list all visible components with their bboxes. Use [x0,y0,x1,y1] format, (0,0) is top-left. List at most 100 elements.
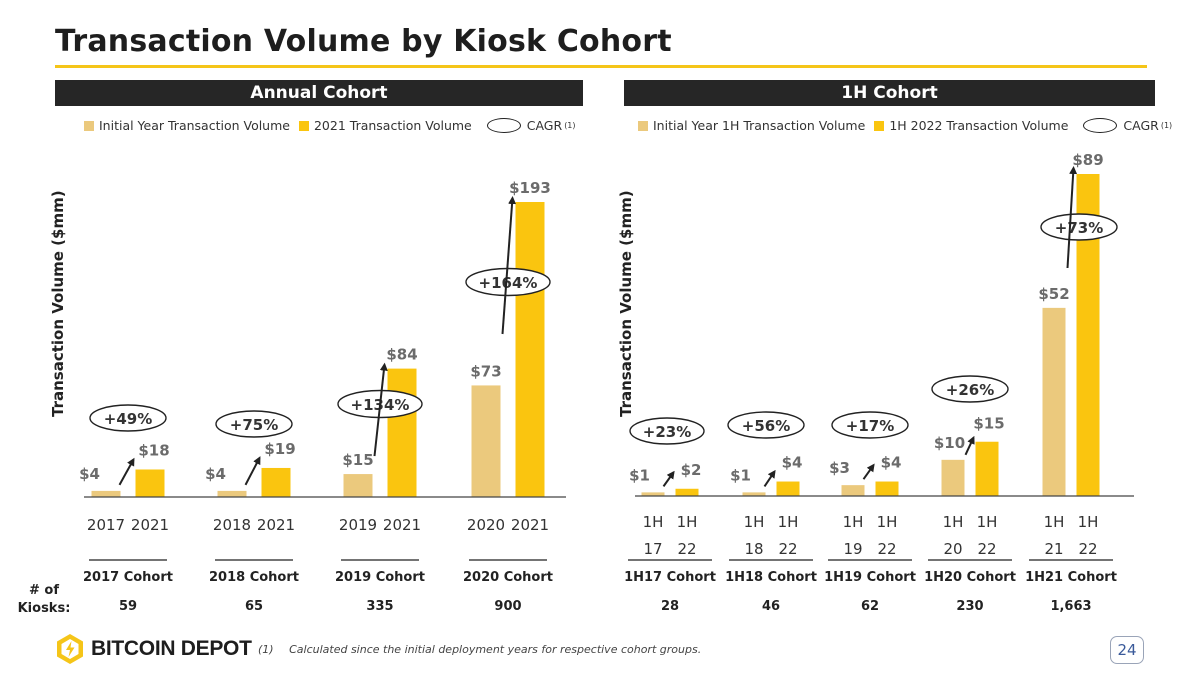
cagr-label: +17% [846,417,894,435]
value-label-initial: $52 [1038,285,1069,303]
x-axis-tick-label: 2021 [257,516,295,534]
title-underline [55,65,1147,68]
bar-current [1076,174,1100,496]
cagr-label: +49% [104,410,152,428]
x-axis-tick-label: 1H [977,513,998,531]
legend-cagr: CAGR (1) [486,118,576,133]
x-axis-tick-label: 2018 [213,516,251,534]
legend-label-initial: Initial Year 1H Transaction Volume [653,118,866,133]
value-label-current: $84 [386,346,417,364]
kiosk-count: 65 [245,599,263,614]
growth-arrow [118,457,135,486]
kiosk-count: 230 [956,599,983,614]
growth-arrow [1066,166,1078,269]
kiosks-label: # of Kiosks: [14,582,74,618]
value-label-initial: $1 [730,466,751,484]
cohort-name: 2017 Cohort [83,570,173,585]
legend-2021: 2021 Transaction Volume [298,118,472,133]
value-label-current: $18 [138,441,169,459]
bar-current [975,441,999,496]
x-axis-tick-label: 1H [643,513,664,531]
growth-arrow [964,435,975,456]
cagr-oval [215,410,293,438]
cagr-oval [831,411,909,439]
cagr-label: +26% [946,381,994,399]
cagr-label: +56% [742,417,790,435]
x-axis-tick-label: 1H [877,513,898,531]
x-axis-tick-label: 1H [943,513,964,531]
cagr-oval [629,417,705,445]
x-axis-tick-label: 1H [1078,513,1099,531]
value-label-current: $15 [973,415,1004,433]
kiosk-count: 46 [762,599,780,614]
growth-arrow [862,463,875,480]
value-label-current: $2 [681,461,702,479]
cohort-name: 2018 Cohort [209,570,299,585]
legend-label-cagr: CAGR [1123,118,1159,133]
legend-footnote-ref: (1) [1160,121,1173,130]
bar-initial [343,474,373,497]
bar-initial [941,459,965,496]
growth-arrow [763,469,776,487]
x-axis-tick-label: 22 [677,540,696,558]
bar-current [387,368,417,497]
bar-initial [471,385,501,497]
bar-current [776,481,800,496]
kiosk-count: 335 [366,599,393,614]
cohort-name: 2019 Cohort [335,570,425,585]
bar-initial [1042,307,1066,496]
legend-swatch-current [874,120,885,131]
half-legend: Initial Year 1H Transaction Volume 1H 20… [638,118,1181,133]
legend-swatch-current [298,120,309,131]
bar-initial [841,485,865,496]
x-axis-tick-label: 22 [778,540,797,558]
bar-current [261,467,291,497]
half-cohort-header: 1H Cohort [624,80,1155,106]
value-label-initial: $1 [629,466,650,484]
page-title: Transaction Volume by Kiosk Cohort [55,24,672,59]
bar-initial [742,492,766,496]
cagr-oval [727,411,805,439]
legend-label-current: 2021 Transaction Volume [313,118,472,133]
cagr-oval [931,375,1009,403]
value-label-initial: $4 [205,465,226,483]
kiosk-count: 62 [861,599,879,614]
bar-current [515,202,545,497]
cohort-name: 1H17 Cohort [624,570,716,585]
footnote-text: Calculated since the initial deployment … [289,643,702,656]
value-label-initial: $4 [79,465,100,483]
x-axis-tick-label: 1H [677,513,698,531]
legend-1h-2022: 1H 2022 Transaction Volume [874,118,1068,133]
growth-arrow [662,470,675,487]
page-number: 24 [1110,636,1144,664]
bar-current [875,481,899,496]
footnote-number: (1) [258,643,274,656]
bar-initial [641,492,665,496]
cohort-name: 2020 Cohort [463,570,553,585]
growth-arrow [373,362,388,457]
cohort-name: 1H20 Cohort [924,570,1016,585]
value-label-initial: $10 [934,434,965,452]
x-axis-tick-label: 2017 [87,516,125,534]
x-axis-tick-label: 22 [1078,540,1097,558]
legend-initial-year: Initial Year Transaction Volume [84,118,290,133]
annual-cohort-header: Annual Cohort [55,80,583,106]
bar-initial [217,490,247,497]
footnote: (1) Calculated since the initial deploym… [258,643,701,656]
legend-label-cagr: CAGR [526,118,563,133]
growth-arrow [244,456,261,486]
bar-current [135,469,165,497]
legend-initial-1h: Initial Year 1H Transaction Volume [638,118,865,133]
x-axis-tick-label: 1H [744,513,765,531]
x-axis-tick-label: 2021 [383,516,421,534]
value-label-current: $193 [509,179,551,197]
x-axis-tick-label: 2021 [511,516,549,534]
value-label-current: $19 [264,440,295,458]
x-axis-tick-label: 21 [1044,540,1063,558]
legend-label-current: 1H 2022 Transaction Volume [889,118,1069,133]
value-label-current: $4 [881,454,902,472]
value-label-current: $4 [782,454,803,472]
kiosk-count: 28 [661,599,679,614]
bar-current [675,488,699,496]
